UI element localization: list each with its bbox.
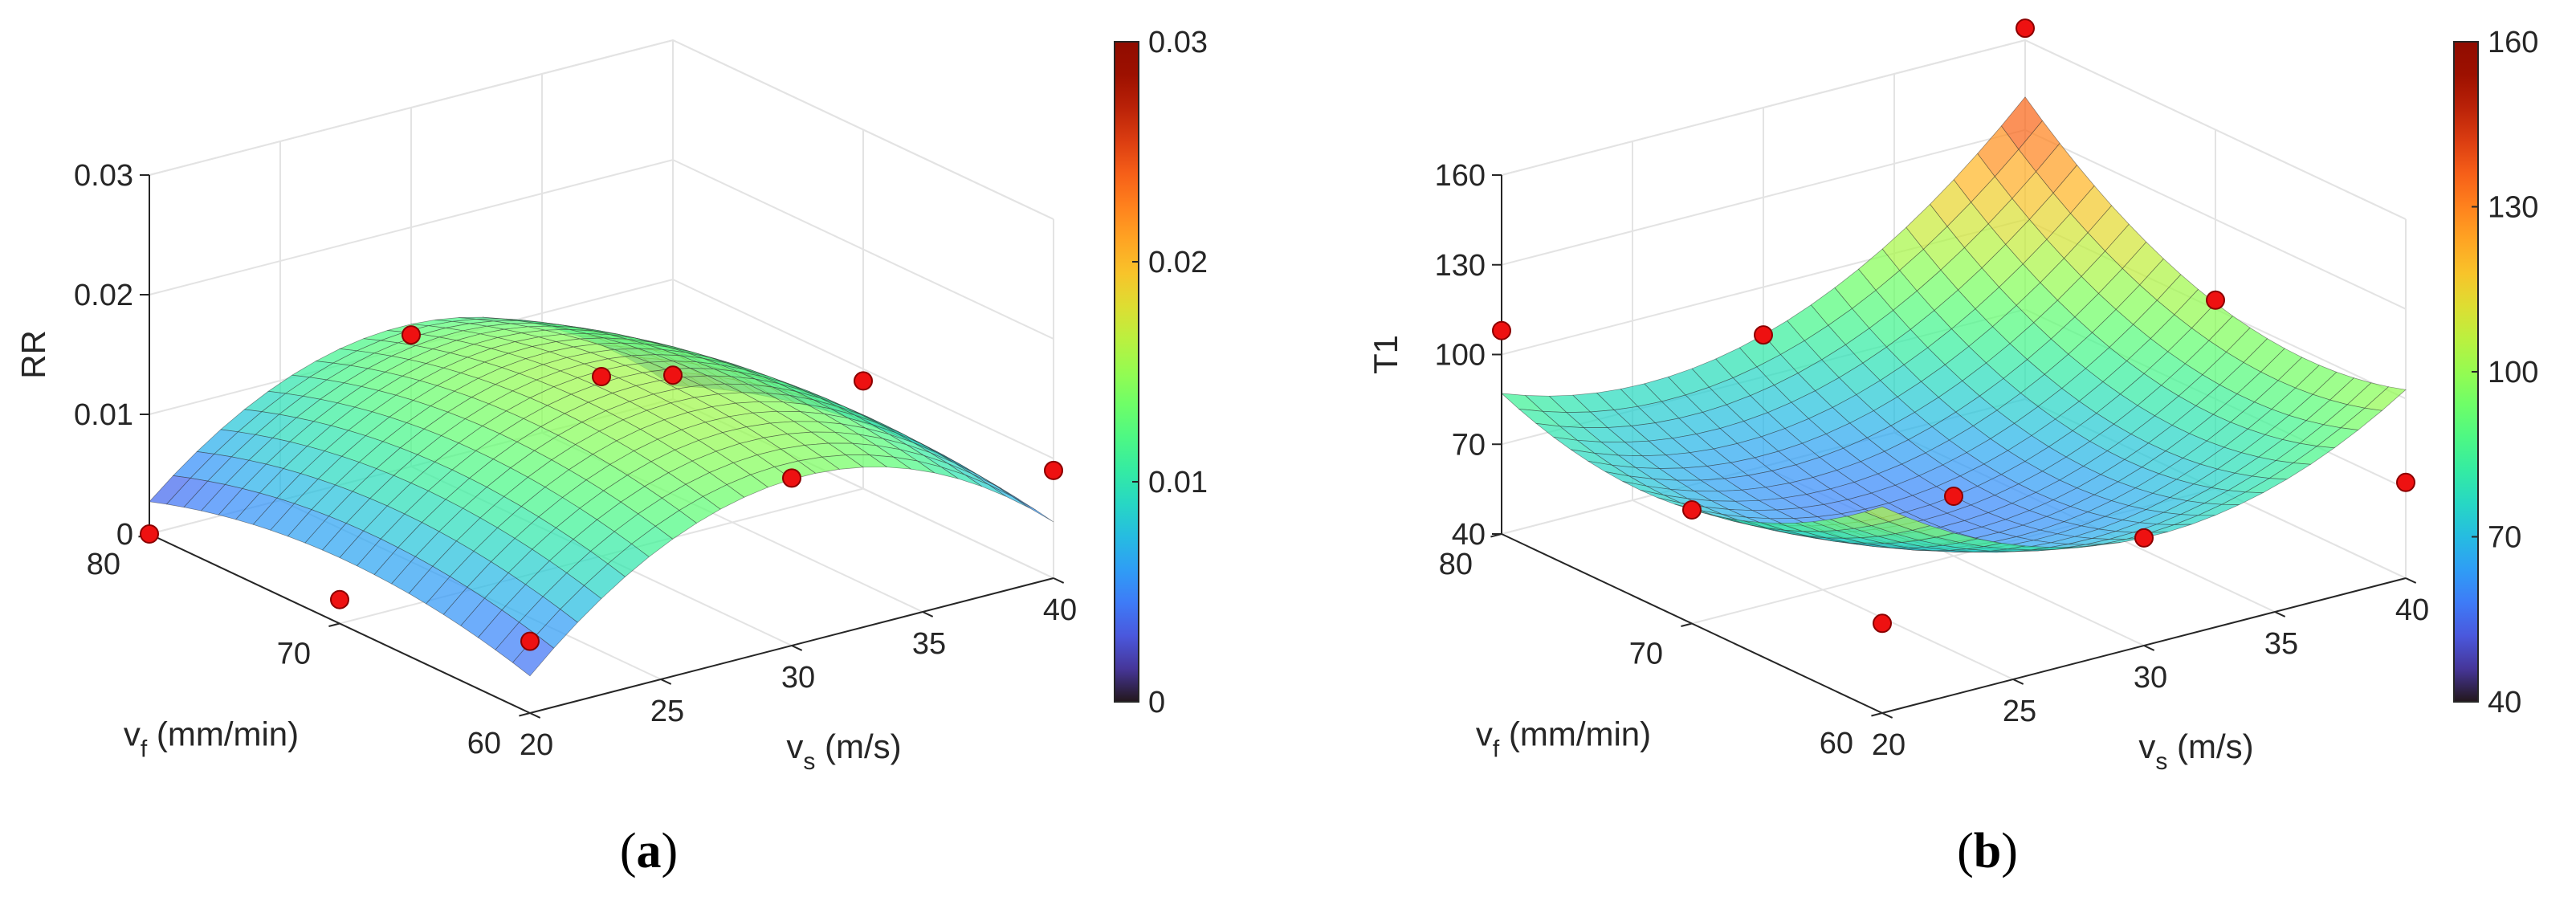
x-tick-label: 25 <box>2003 695 2036 728</box>
panel-caption: (a) <box>620 824 678 878</box>
colorbar-tick-label: 0.01 <box>1148 466 1208 499</box>
data-points <box>1492 18 2415 634</box>
x-tick-mark <box>2405 577 2417 584</box>
x-axis-label: vs (m/s) <box>786 727 901 775</box>
data-point <box>2134 528 2154 548</box>
data-point <box>592 367 611 386</box>
data-point <box>140 524 159 544</box>
data-point <box>782 468 801 488</box>
z-tick-label: 0.02 <box>74 279 133 312</box>
panel-caption: (b) <box>1957 824 2018 878</box>
data-point <box>2206 290 2225 310</box>
y-axis-label: vf (mm/min) <box>124 715 299 763</box>
y-tick-label-mark <box>1871 712 1883 717</box>
x-tick-mark <box>791 645 803 651</box>
z-tick-label: 0.01 <box>74 398 133 432</box>
x-tick-mark <box>2274 611 2286 617</box>
axes: 20 25 30 35 40 60 70 800 0.01 0.02 0.03 <box>74 159 1077 762</box>
x-tick-mark <box>2143 645 2155 651</box>
data-point <box>1754 325 1773 345</box>
colorbar-tick-label: 0 <box>1148 686 1165 719</box>
z-tick-label: 0 <box>116 518 133 552</box>
colorbar-gradient <box>1114 41 1139 703</box>
x-tick-mark <box>660 679 672 685</box>
x-tick-label: 20 <box>520 728 553 762</box>
x-tick-mark <box>1881 712 1893 719</box>
data-point <box>1492 320 1511 340</box>
colorbar-tick-label: 160 <box>2488 26 2538 59</box>
z-tick-label: 160 <box>1435 159 1486 193</box>
y-tick-label: 80 <box>87 548 120 581</box>
x-tick-mark <box>1053 577 1065 584</box>
z-tick-label: 70 <box>1452 428 1486 462</box>
colorbar-tick-label: 0.03 <box>1148 26 1208 59</box>
y-axis-label: vf (mm/min) <box>1476 715 1651 763</box>
data-point <box>1873 613 1892 634</box>
z-axis-label: T1 <box>1367 335 1404 374</box>
y-tick-label-mark <box>519 712 531 717</box>
data-point <box>1682 500 1702 520</box>
x-tick-label: 35 <box>2264 627 2298 661</box>
y-tick-label: 70 <box>277 638 311 671</box>
data-point <box>663 365 683 385</box>
x-tick-label: 25 <box>650 695 684 728</box>
x-tick-label: 40 <box>1043 593 1077 627</box>
y-tick-label: 60 <box>467 727 501 760</box>
x-tick-label: 40 <box>2395 593 2429 627</box>
data-point <box>2016 18 2035 39</box>
z-tick-label: 100 <box>1435 339 1486 373</box>
colorbar-tick-label: 100 <box>2488 356 2538 389</box>
x-tick-mark <box>529 712 541 719</box>
data-point <box>330 589 349 609</box>
data-point <box>401 325 421 345</box>
surface <box>149 316 1054 677</box>
data-point <box>854 371 873 391</box>
colorbar-tick-label: 40 <box>2488 686 2521 719</box>
colorbar-tick-label: 0.02 <box>1148 246 1208 279</box>
y-tick-label: 70 <box>1629 638 1663 671</box>
colorbar: 0 0.01 0.02 0.03 <box>1114 26 1208 719</box>
x-axis-label: vs (m/s) <box>2138 727 2253 775</box>
colorbar-tick-label: 130 <box>2488 191 2538 225</box>
x-tick-mark <box>922 611 934 617</box>
x-tick-mark <box>2012 679 2024 685</box>
data-point <box>1944 487 1963 506</box>
surface <box>1500 96 2407 553</box>
z-tick-label: 0.03 <box>74 159 133 193</box>
y-tick-label-mark <box>1681 622 1693 627</box>
colorbar: 40 70 100 130 160 <box>2453 26 2538 719</box>
x-tick-label: 30 <box>2134 661 2167 695</box>
data-point <box>1044 460 1063 480</box>
x-tick-label: 35 <box>912 627 946 661</box>
y-tick-label-mark <box>328 622 340 627</box>
y-tick-label: 80 <box>1439 548 1473 581</box>
data-points <box>140 325 1063 651</box>
z-tick-label: 40 <box>1452 518 1486 552</box>
colorbar-tick-label: 70 <box>2488 521 2521 555</box>
data-point <box>520 631 540 651</box>
x-tick-label: 20 <box>1872 728 1906 762</box>
data-point <box>2396 472 2415 492</box>
y-tick-label: 60 <box>1820 727 1853 760</box>
x-tick-label: 30 <box>781 661 815 695</box>
z-tick-label: 130 <box>1435 249 1486 283</box>
z-axis-label: RR <box>14 330 52 379</box>
